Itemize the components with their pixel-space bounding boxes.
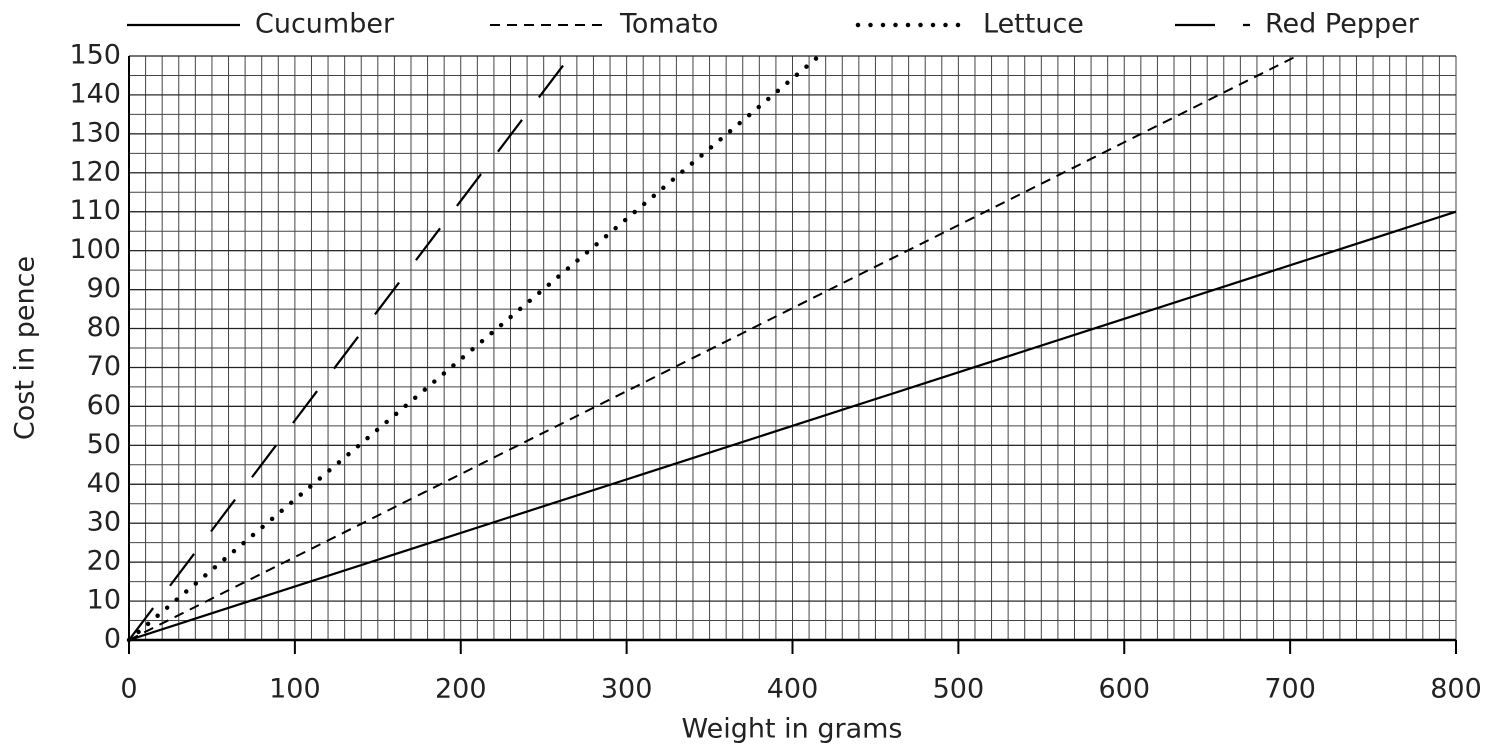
x-tick-label: 700 [1264, 674, 1316, 705]
y-tick-label: 150 [69, 40, 121, 71]
x-tick-label: 800 [1430, 674, 1482, 705]
x-tick-label: 500 [933, 674, 985, 705]
y-tick-label: 70 [87, 351, 121, 382]
y-tick-label: 0 [104, 624, 121, 655]
y-axis-label: Cost in pence [10, 256, 41, 440]
x-tick-label: 0 [120, 674, 137, 705]
series-line [128, 55, 1298, 641]
y-tick-label: 60 [87, 390, 121, 421]
y-tick-label: 10 [87, 585, 121, 616]
y-tick-label: 130 [69, 117, 121, 148]
y-tick-label: 40 [87, 468, 121, 499]
series-line [128, 55, 572, 641]
y-tick-label: 30 [87, 507, 121, 538]
y-tick-label: 50 [87, 429, 121, 460]
legend-label: Lettuce [983, 9, 1084, 40]
x-axis-label: Weight in grams [682, 714, 903, 745]
legend-label: Red Pepper [1265, 9, 1420, 40]
y-tick-label: 140 [69, 78, 121, 109]
y-tick-label: 110 [69, 195, 121, 226]
y-tick-label: 20 [87, 546, 121, 577]
y-tick-label: 120 [69, 156, 121, 187]
y-tick-label: 90 [87, 273, 121, 304]
series-line [126, 53, 822, 643]
x-tick-label: 600 [1098, 674, 1150, 705]
series-line [128, 210, 1457, 642]
y-tick-label: 100 [69, 234, 121, 265]
x-tick-label: 200 [435, 674, 487, 705]
y-tick-label: 80 [87, 312, 121, 343]
legend-label: Tomato [619, 9, 718, 40]
x-tick-label: 100 [269, 674, 321, 705]
legend-label: Cucumber [255, 9, 395, 40]
x-tick-label: 400 [767, 674, 819, 705]
x-tick-label: 300 [601, 674, 653, 705]
